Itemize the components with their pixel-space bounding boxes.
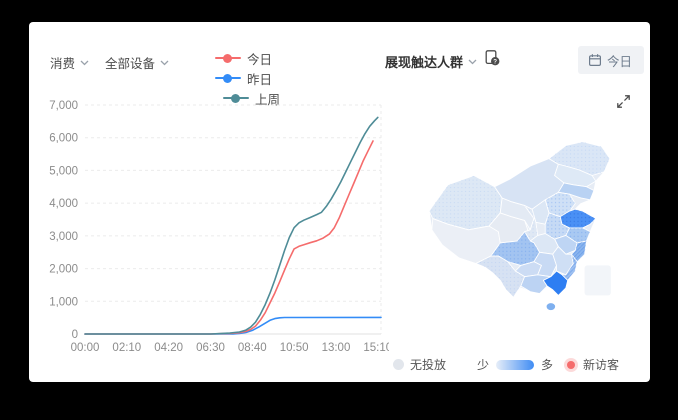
map-region-xinjiang-texture [429,175,503,230]
legend-marker [215,73,241,83]
south-china-sea-inset [584,265,611,296]
map-region-heilongjiang-texture [548,141,610,176]
chevron-down-icon [80,60,89,65]
legend-item-today[interactable]: 今日 [215,50,273,67]
legend-label: 昨日 [247,72,273,87]
map-region-hainan[interactable] [545,302,556,311]
metric-dropdown[interactable]: 消费 [50,53,89,72]
device-dropdown[interactable]: 全部设备 [105,53,169,72]
y-tick-label: 1,000 [49,296,78,308]
series-line-昨日[interactable] [84,316,382,335]
map-legend: 无投放 少 多 新访客 [393,356,643,374]
map-region-hebei-texture [545,192,576,217]
chevron-down-icon [468,59,477,64]
legend-marker [215,53,241,63]
x-tick-label: 13:00 [322,342,351,354]
svg-text:?: ? [493,58,497,65]
map-region-zhejiang-texture [571,241,587,262]
legend-label: 今日 [247,52,273,67]
map-region-henan-texture [545,212,570,240]
legend-label: 上周 [255,92,281,107]
intensity-gradient [496,359,535,370]
y-tick-label: 7,000 [49,100,78,112]
y-tick-label: 3,000 [49,231,78,243]
x-tick-label: 04:20 [154,342,183,354]
map-region-fujian-texture [562,254,578,281]
x-tick-label: 02:10 [112,342,141,354]
report-help-icon[interactable]: ? [484,49,501,72]
china-map[interactable] [404,138,634,316]
series-line-今日[interactable] [84,140,374,335]
more-label: 多 [541,358,554,372]
map-region-sichuan-texture [490,231,540,266]
device-dropdown-label: 全部设备 [105,57,156,71]
new-visitors-label: 新访客 [583,358,620,372]
legend-new-visitors: 新访客 [565,356,619,373]
legend-item-last-week[interactable]: 上周 [223,90,281,107]
no-delivery-dot [393,359,404,370]
today-button-label: 今日 [607,54,633,69]
reach-audience-dropdown[interactable]: 展现触达人群 [385,52,477,71]
expand-icon[interactable] [616,94,631,114]
y-tick-label: 0 [72,329,78,341]
y-tick-label: 6,000 [49,133,78,145]
x-tick-label: 08:40 [238,342,267,354]
chevron-down-icon [160,60,169,65]
x-tick-label: 00:00 [71,342,100,354]
chart-legend: 今日 昨日 上周 [215,50,347,107]
x-tick-label: 10:50 [280,342,309,354]
reach-audience-label: 展现触达人群 [385,55,464,70]
new-visitors-dot [567,360,575,369]
legend-marker [223,93,249,103]
y-tick-label: 2,000 [49,264,78,276]
map-region-shandong-texture [560,209,596,228]
today-date-button[interactable]: 今日 [578,46,645,74]
line-chart[interactable]: 0 1,000 2,000 3,000 4,000 5,000 6,000 7,000 00:0… [29,82,389,362]
series-line-上周[interactable] [84,116,379,335]
no-delivery-label: 无投放 [410,358,447,372]
map-region-guangdong[interactable] [542,270,569,296]
less-label: 少 [477,358,490,372]
y-tick-label: 5,000 [49,165,78,177]
dashboard-card: 消费 全部设备 今日 昨日 上周 展现触达人群 ? [29,22,650,382]
map-region-yunnan-texture [475,256,525,298]
legend-no-delivery: 无投放 [393,356,446,373]
map-region-shaanxi-texture [524,205,538,242]
x-tick-label: 15:10 [363,342,389,354]
calendar-icon [589,54,602,67]
legend-intensity-scale: 少 多 [477,356,553,373]
y-tick-label: 4,000 [49,198,78,210]
x-tick-label: 06:30 [196,342,225,354]
metric-dropdown-label: 消费 [50,57,76,71]
map-region-jilin[interactable] [554,163,597,188]
legend-item-yesterday[interactable]: 昨日 [215,70,273,87]
